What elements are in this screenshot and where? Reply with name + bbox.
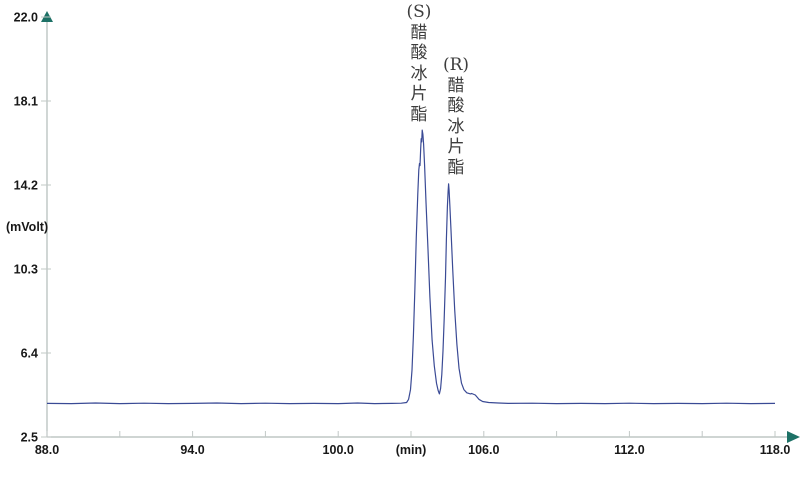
- peak-label-s-bornyl-acetate: (S) 醋 酸 冰 片 酯: [406, 2, 432, 125]
- x-axis-unit-label: (min): [396, 443, 427, 457]
- x-tick-label: 106.0: [468, 443, 499, 457]
- x-tick-label: 94.0: [180, 443, 204, 457]
- chromatogram-trace: [46, 129, 776, 405]
- x-tick-label: 88.0: [35, 443, 59, 457]
- x-axis-arrow-icon: [787, 431, 800, 443]
- y-axis-unit-label: (mVolt): [6, 220, 48, 234]
- y-tick-label: 2.5: [21, 431, 38, 445]
- y-tick-label: 10.3: [14, 263, 38, 277]
- y-tick-label: 14.2: [14, 179, 38, 193]
- x-tick-label: 100.0: [323, 443, 354, 457]
- peak-label-r-bornyl-acetate: (R) 醋 酸 冰 片 酯: [442, 55, 470, 178]
- x-tick-label: 112.0: [614, 443, 645, 457]
- y-tick-label: 18.1: [14, 95, 38, 109]
- x-tick-label: 118.0: [760, 443, 791, 457]
- y-tick-label: 6.4: [21, 347, 38, 361]
- y-tick-label: 22.0: [14, 11, 38, 25]
